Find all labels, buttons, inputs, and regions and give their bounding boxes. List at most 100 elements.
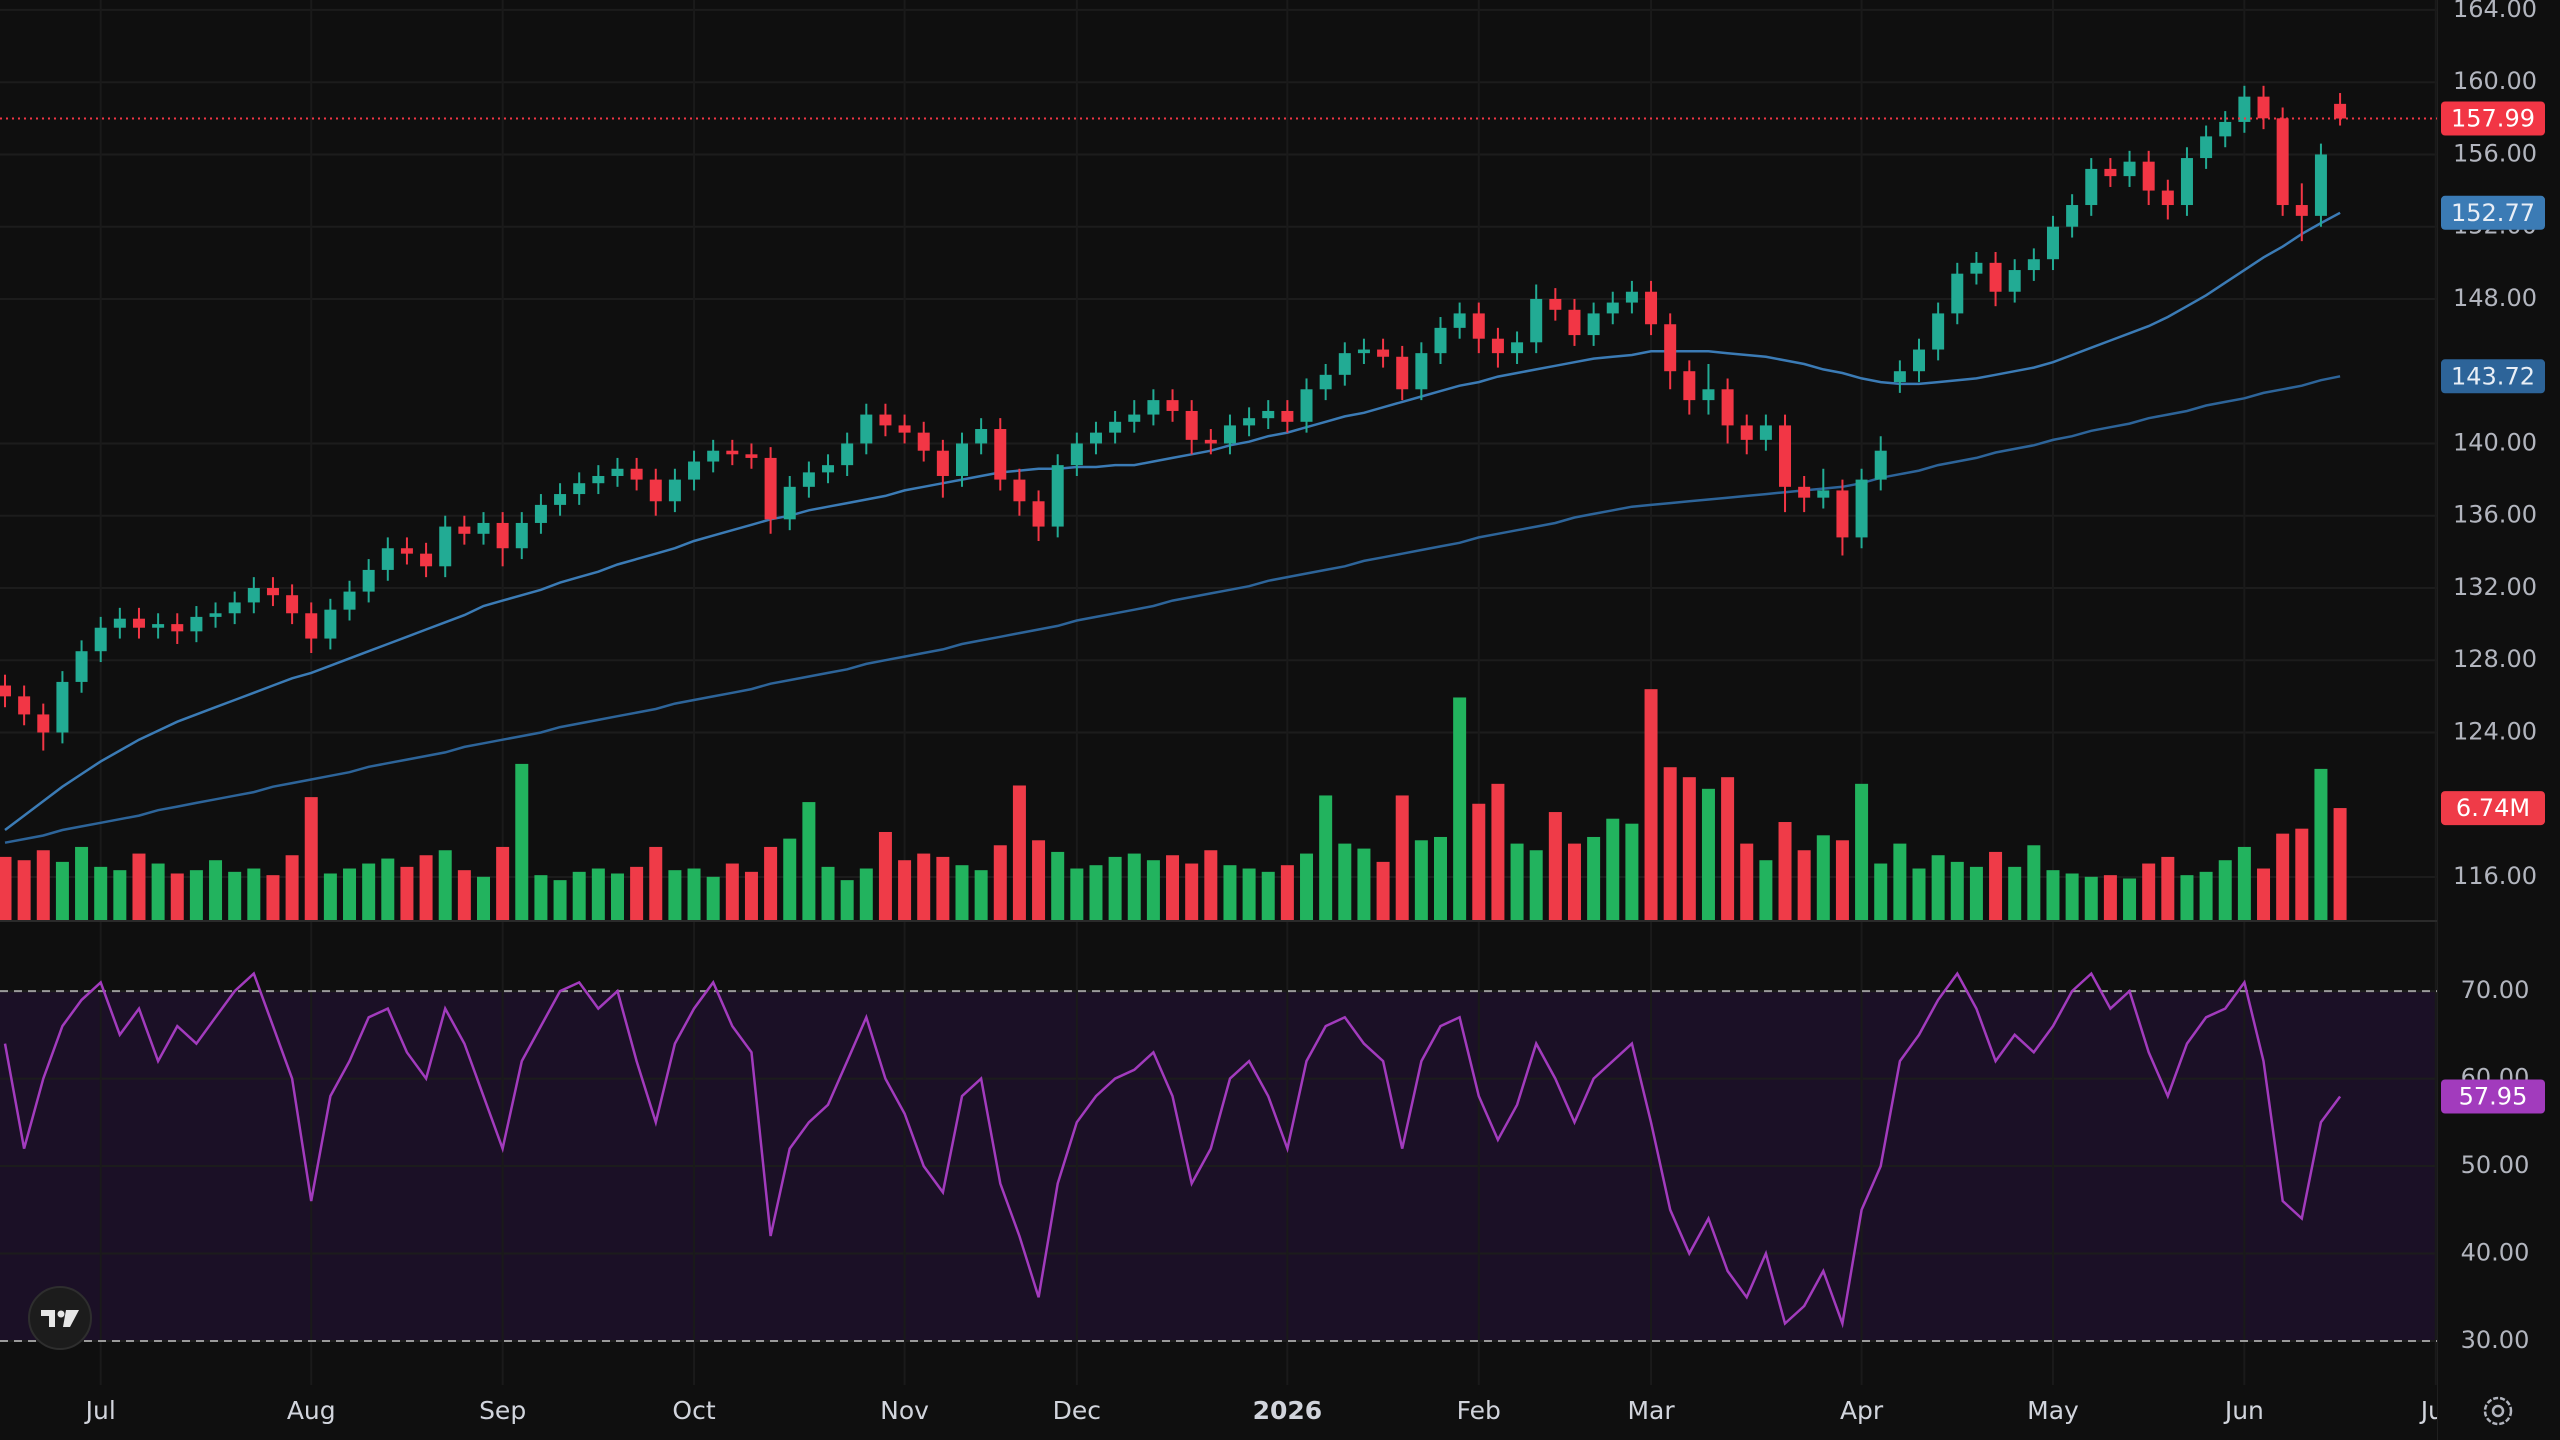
candle-body: [2295, 205, 2308, 216]
price-badge-label: 152.77: [2451, 199, 2535, 227]
candle-body: [1281, 410, 1294, 422]
candle-body: [2334, 103, 2347, 119]
volume-bar: [2295, 828, 2309, 920]
x-tick-label: Oct: [672, 1396, 715, 1425]
candle-body: [1032, 501, 1045, 527]
candle-body: [649, 479, 662, 502]
volume-bar: [2142, 863, 2156, 920]
candle-body: [477, 522, 490, 534]
candle-body: [1147, 400, 1160, 415]
x-tick-label: Apr: [1840, 1396, 1884, 1425]
volume-bar: [2314, 768, 2328, 920]
candle-body: [1511, 342, 1524, 354]
candle-body: [94, 627, 107, 652]
volume-bar: [1051, 851, 1065, 920]
candle-body: [764, 457, 777, 520]
volume-bar: [1166, 855, 1180, 920]
volume-bar: [534, 875, 548, 920]
volume-bar: [1567, 843, 1581, 920]
y-tick-label: 160.00: [2453, 67, 2537, 95]
candle-body: [1453, 313, 1466, 328]
moving-average-line: [4, 211, 2341, 831]
x-tick-label: Feb: [1457, 1396, 1501, 1425]
volume-bar: [1357, 848, 1371, 920]
volume-bar: [744, 871, 758, 920]
x-tick-label: Aug: [287, 1396, 336, 1425]
volume-bar: [1682, 777, 1696, 920]
volume-bar: [496, 846, 510, 920]
candle-body: [2238, 96, 2251, 122]
candle-body: [1243, 418, 1256, 426]
volume-bar: [1874, 863, 1888, 920]
candle-body: [2142, 161, 2155, 191]
volume-bar: [1376, 861, 1390, 920]
candle-body: [2180, 158, 2193, 206]
candle-body: [1606, 302, 1619, 314]
candle-body: [0, 685, 11, 697]
candle-body: [745, 454, 758, 458]
candle-body: [668, 479, 681, 502]
candle-body: [400, 548, 413, 554]
volume-bar: [113, 870, 127, 920]
candle-body: [1779, 425, 1792, 487]
logo-glyph: [57, 1310, 65, 1318]
volume-bar: [955, 865, 969, 920]
candle-body: [18, 696, 31, 715]
volume-bar: [438, 850, 452, 920]
candle-body: [1970, 262, 1983, 274]
candle-body: [2046, 226, 2059, 260]
volume-bar: [1338, 843, 1352, 920]
candle-body: [898, 425, 911, 433]
x-tick-label: 2026: [1253, 1396, 1323, 1425]
volume-bar: [1855, 783, 1869, 920]
rsi-layer: [0, 971, 2437, 1343]
volume-bar: [917, 853, 931, 920]
candle-body: [1051, 465, 1064, 527]
candle-body: [630, 468, 643, 480]
candle-body: [515, 522, 528, 549]
volume-layer: [0, 689, 2347, 920]
candle-body: [1319, 374, 1332, 390]
volume-bar: [304, 797, 318, 920]
y-tick-label: 148.00: [2453, 284, 2537, 312]
volume-bar: [151, 863, 165, 920]
candle-body: [1664, 324, 1677, 372]
y-tick-label: 70.00: [2461, 976, 2530, 1004]
volume-bar: [55, 861, 69, 920]
volume-bar: [553, 880, 567, 920]
volume-bar: [1300, 853, 1314, 920]
volume-bar: [936, 856, 950, 920]
y-tick-label: 128.00: [2453, 645, 2537, 673]
volume-bar: [381, 858, 395, 920]
volume-bar: [2065, 873, 2079, 920]
volume-bar: [1510, 843, 1524, 920]
logo-glyph: [41, 1310, 55, 1327]
volume-bar: [400, 866, 414, 920]
settings-button[interactable]: [2483, 1396, 2513, 1426]
volume-bar: [1146, 860, 1160, 920]
volume-bar: [247, 868, 261, 920]
volume-bar: [1701, 788, 1715, 920]
time-axis: Jul Aug Sep Oct Nov Dec 2026 Feb Mar Apr May Jun Jul: [84, 1396, 2451, 1425]
candle-body: [1721, 389, 1734, 426]
volume-bar: [343, 868, 357, 920]
volume-bar: [591, 868, 605, 920]
volume-bar: [1070, 868, 1084, 920]
candle-body: [975, 429, 988, 444]
volume-bar: [1548, 812, 1562, 920]
volume-bar: [1835, 840, 1849, 920]
volume-bar: [1108, 856, 1122, 920]
volume-bar: [2008, 866, 2022, 920]
candle-body: [1855, 479, 1868, 538]
volume-bar: [1721, 777, 1735, 920]
price-badge: [2441, 195, 2545, 230]
volume-bar: [840, 880, 854, 920]
logo[interactable]: [28, 1286, 92, 1350]
candle-body: [171, 624, 184, 632]
candle-body: [1415, 353, 1428, 390]
candle-body: [1338, 353, 1351, 375]
candle-body: [496, 522, 509, 549]
x-tick-label: Nov: [880, 1396, 929, 1425]
candle-body: [1874, 450, 1887, 480]
